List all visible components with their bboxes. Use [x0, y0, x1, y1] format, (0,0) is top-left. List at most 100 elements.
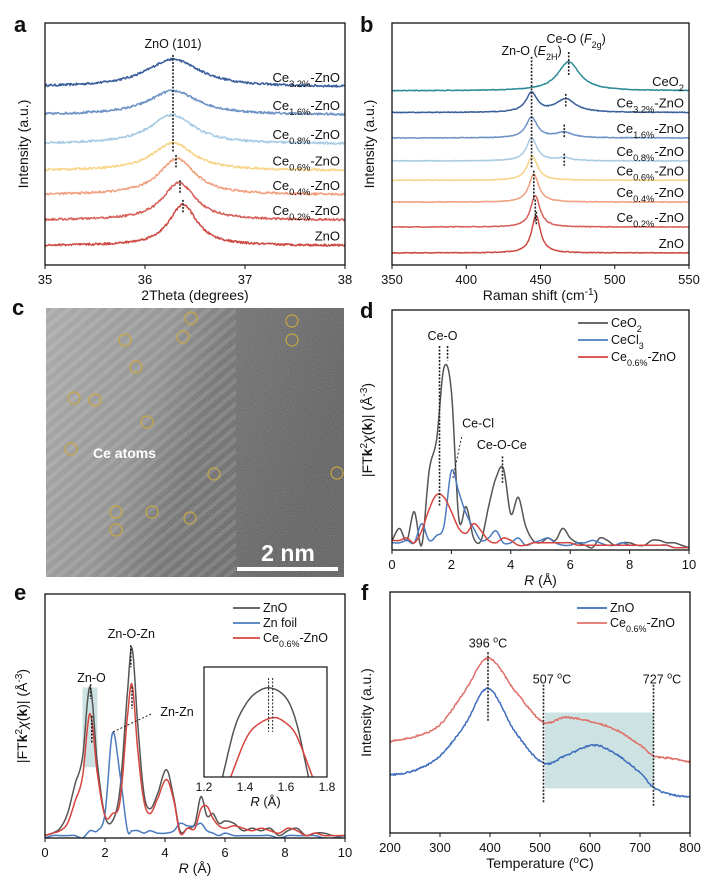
series-line-1	[392, 469, 689, 549]
x-tick-label: 0	[41, 845, 48, 860]
annotation-label: Zn-Zn	[160, 705, 193, 719]
x-axis-label: Temperature (oC)	[486, 855, 594, 872]
x-tick-label: 8	[626, 557, 633, 572]
series-line-7	[392, 214, 689, 254]
x-tick-label: 500	[604, 272, 626, 287]
series-line-2	[392, 116, 689, 139]
annotation-label: Ce-O-Ce	[477, 438, 527, 452]
inset-series-line-1	[229, 716, 314, 778]
legend-label: Zn foil	[263, 616, 297, 630]
x-tick-label: 800	[679, 840, 701, 855]
inset-x-tick-label: 1.2	[196, 780, 213, 794]
panel-letter-f: f	[361, 580, 369, 605]
ce-atom-circle	[67, 391, 81, 405]
inset-x-tick-label: 1.6	[278, 780, 295, 794]
series-line-0	[45, 646, 345, 837]
x-tick-label: 10	[682, 557, 696, 572]
legend-label: CeO2	[611, 316, 642, 334]
series-label: Ce0.6%-ZnO	[272, 154, 340, 173]
ce-atom-circle	[109, 505, 123, 519]
legend-label: Ce0.6%-ZnO	[263, 631, 328, 649]
ce-atom-circle	[88, 393, 102, 407]
ce-atom-circle	[183, 511, 197, 525]
inset-x-tick-label: 1.4	[237, 780, 254, 794]
ce-atom-circle	[176, 330, 190, 344]
y-axis-label: |FTk2χ(k)| (Å-3)	[359, 383, 376, 477]
series-line-2	[45, 682, 345, 837]
panel-f: f 396 oC 507 oC 727 oC 200 300 400 500 600 700 800…	[358, 580, 701, 871]
x-tick-label: 400	[455, 272, 477, 287]
series-group	[392, 60, 689, 254]
panel-c-tem-image: c Ce atoms 2 nm	[12, 295, 344, 577]
series-group	[390, 656, 690, 798]
series-label: Ce0.8%-ZnO	[272, 127, 340, 146]
ce-atom-circle	[129, 360, 143, 374]
x-tick-label: 500	[529, 840, 551, 855]
series-line-1	[45, 89, 345, 117]
series-label: Ce1.6%-ZnO	[272, 98, 340, 117]
series-line-3	[392, 136, 689, 162]
series-label: Ce1.6%-ZnO	[616, 121, 684, 140]
inset-x-axis-label: R (Å)	[250, 794, 280, 809]
x-tick-label: 38	[338, 272, 352, 287]
series-group	[45, 646, 345, 838]
series-label: Ce3.2%-ZnO	[616, 96, 684, 115]
series-label: Ce3.2%-ZnO	[272, 70, 340, 89]
ce-atom-circle	[207, 467, 221, 481]
panels: aCe3.2%-ZnOCe1.6%-ZnOCe0.8%-ZnOCe0.6%-Zn…	[14, 12, 701, 876]
x-tick-label: 10	[338, 845, 352, 860]
ce-atom-circle	[285, 314, 299, 328]
series-label: CeO2	[652, 74, 684, 93]
annotation-label: 727 oC	[643, 671, 681, 687]
x-axis-label: R (Å)	[179, 860, 212, 876]
dashed-marker-line	[452, 434, 463, 479]
inset-background	[204, 667, 327, 777]
series-line-5	[392, 173, 689, 204]
x-tick-label: 6	[567, 557, 574, 572]
series-line-1	[45, 731, 345, 838]
ce-atom-circle	[330, 466, 344, 480]
panel-letter-e: e	[14, 580, 26, 605]
x-tick-label: 0	[388, 557, 395, 572]
series-line-0	[392, 60, 689, 92]
x-tick-label: 36	[138, 272, 152, 287]
series-line-1	[390, 656, 690, 764]
panel-letter-d: d	[360, 298, 373, 323]
axes-frame	[44, 593, 346, 839]
series-label: Ce0.2%-ZnO	[272, 203, 340, 222]
y-axis-label: Intensity (a.u.)	[361, 100, 377, 189]
annotation-label: 396 oC	[469, 634, 507, 650]
legend-label: Ce0.6%-ZnO	[611, 350, 676, 368]
series-label: ZnO	[315, 229, 340, 244]
series-line-0	[392, 363, 689, 549]
x-tick-label: 700	[629, 840, 651, 855]
ce-atom-circle	[64, 442, 78, 456]
series-label: Ce0.8%-ZnO	[616, 144, 684, 163]
x-tick-label: 450	[530, 272, 552, 287]
x-tick-label: 6	[221, 845, 228, 860]
series-line-0	[45, 57, 345, 88]
panel-a: a Ce3.2%-ZnO Ce1.6%-ZnO Ce0.8%-ZnO Ce0.6%-Zn…	[14, 12, 352, 303]
x-axis-label: 2Theta (degrees)	[141, 287, 248, 303]
annotation-label: ZnO (101)	[145, 37, 202, 51]
x-tick-label: 2	[448, 557, 455, 572]
x-tick-label: 200	[379, 840, 401, 855]
ce-atom-circle	[184, 311, 198, 325]
legend-label: ZnO	[610, 601, 635, 615]
y-axis-label: Intensity (a.u.)	[15, 100, 31, 189]
annotation-label: Ce-O (F2g)	[546, 32, 605, 50]
x-tick-label: 600	[579, 840, 601, 855]
x-tick-label: 35	[38, 272, 52, 287]
series-line-6	[45, 202, 345, 247]
x-tick-label: 550	[678, 272, 700, 287]
ce-atom-circle	[109, 523, 123, 537]
shaded-region	[545, 712, 654, 789]
y-axis-label: Intensity (a.u.)	[358, 668, 374, 757]
series-line-3	[45, 141, 345, 172]
tem-noise	[46, 308, 344, 577]
x-tick-label: 4	[161, 845, 168, 860]
annotation-label: Zn-O	[77, 671, 106, 685]
